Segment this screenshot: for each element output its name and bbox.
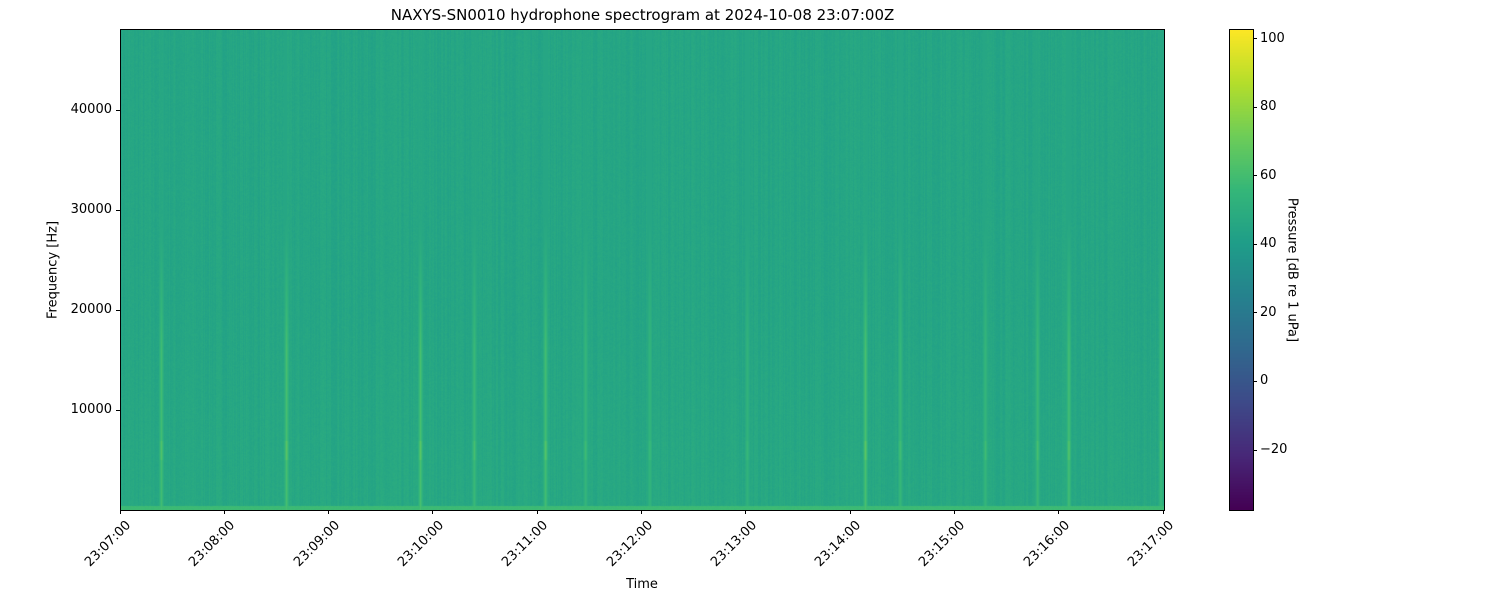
x-tick — [953, 510, 955, 514]
x-tick — [641, 510, 642, 514]
x-tick — [745, 510, 747, 514]
plot-frame — [120, 29, 1165, 511]
colorbar-frame — [1229, 29, 1254, 511]
x-tick-label: 23:11:00 — [499, 518, 552, 570]
x-tick-label: 23:14:00 — [812, 518, 865, 570]
spectrogram-image — [121, 30, 1164, 510]
x-tick-label: 23:17:00 — [1125, 518, 1177, 570]
colorbar-tick-label: 60 — [1260, 167, 1277, 183]
y-tick — [116, 109, 120, 111]
x-axis-label: Time — [626, 577, 658, 592]
colorbar-tick-label: 20 — [1260, 304, 1277, 320]
x-tick-label: 23:16:00 — [1020, 518, 1073, 570]
colorbar-tick — [1253, 175, 1257, 177]
colorbar-label: Pressure [dB re 1 uPa] — [1284, 197, 1300, 343]
y-tick-label: 30000 — [70, 202, 112, 217]
x-tick-label: 23:08:00 — [186, 518, 239, 570]
colorbar-tick — [1253, 106, 1257, 108]
x-tick — [536, 510, 538, 514]
colorbar-tick — [1253, 380, 1257, 382]
x-tick — [1058, 510, 1060, 514]
x-tick — [223, 510, 225, 514]
x-tick-label: 23:09:00 — [290, 518, 343, 570]
colorbar-tick-label: 80 — [1260, 99, 1277, 115]
colorbar — [1230, 30, 1253, 510]
y-tick — [116, 309, 120, 311]
colorbar-tick — [1253, 312, 1257, 314]
colorbar-tick — [1253, 38, 1257, 40]
colorbar-tick-label: 0 — [1260, 373, 1269, 389]
y-tick — [116, 409, 120, 411]
colorbar-tick — [1253, 449, 1257, 451]
colorbar-tick-label: 40 — [1260, 236, 1277, 252]
x-tick — [1162, 510, 1164, 514]
y-tick-label: 40000 — [70, 102, 112, 117]
x-tick — [432, 510, 434, 514]
x-tick — [119, 510, 121, 514]
x-tick-label: 23:12:00 — [603, 518, 656, 570]
colorbar-tick-label: −20 — [1260, 442, 1288, 457]
colorbar-tick-label: 100 — [1260, 30, 1285, 46]
x-tick — [328, 510, 330, 514]
x-tick-label: 23:15:00 — [916, 518, 969, 570]
colorbar-tick — [1253, 243, 1257, 245]
x-tick-label: 23:10:00 — [394, 518, 447, 570]
y-tick-label: 20000 — [70, 302, 112, 317]
x-tick-label: 23:13:00 — [707, 518, 760, 570]
x-tick-label: 23:07:00 — [82, 518, 134, 570]
y-tick — [116, 209, 120, 211]
chart-title: NAXYS-SN0010 hydrophone spectrogram at 2… — [390, 6, 895, 24]
y-tick-label: 10000 — [70, 402, 112, 417]
x-tick — [849, 510, 851, 514]
